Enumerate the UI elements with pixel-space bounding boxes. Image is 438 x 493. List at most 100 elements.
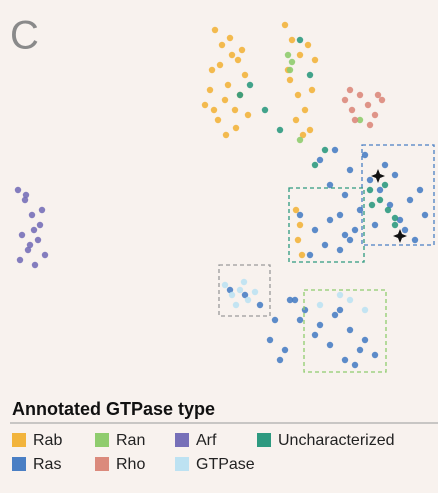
point — [288, 58, 296, 66]
point — [292, 116, 300, 124]
point — [376, 196, 384, 204]
point — [226, 34, 234, 42]
highlight-box — [303, 289, 387, 373]
point — [234, 56, 242, 64]
point — [331, 146, 339, 154]
point — [391, 214, 399, 222]
point — [316, 156, 324, 164]
point — [211, 26, 219, 34]
point — [241, 71, 249, 79]
point — [218, 41, 226, 49]
point — [306, 126, 314, 134]
legend-swatch — [175, 457, 189, 471]
point — [294, 91, 302, 99]
point — [38, 206, 46, 214]
point — [368, 201, 376, 209]
point — [41, 251, 49, 259]
point — [311, 226, 319, 234]
point — [28, 211, 36, 219]
point — [291, 296, 299, 304]
point — [331, 311, 339, 319]
point — [296, 36, 304, 44]
point — [336, 306, 344, 314]
point — [301, 106, 309, 114]
point — [286, 66, 294, 74]
point — [201, 101, 209, 109]
point — [341, 96, 349, 104]
point — [246, 81, 254, 89]
point — [366, 176, 374, 184]
point — [31, 261, 39, 269]
point — [288, 36, 296, 44]
point — [296, 221, 304, 229]
legend-swatch — [95, 433, 109, 447]
point — [311, 56, 319, 64]
point — [276, 356, 284, 364]
legend-swatch — [95, 457, 109, 471]
point — [306, 71, 314, 79]
legend-label: Ras — [33, 456, 61, 473]
point — [286, 76, 294, 84]
point — [361, 151, 369, 159]
highlight-box — [361, 144, 435, 246]
point — [356, 116, 364, 124]
legend-label: GTPase — [196, 456, 255, 473]
point — [244, 111, 252, 119]
point — [384, 206, 392, 214]
point — [346, 236, 354, 244]
point — [284, 51, 292, 59]
point — [346, 326, 354, 334]
legend-label: Ran — [116, 432, 145, 449]
point — [208, 66, 216, 74]
point — [371, 351, 379, 359]
point — [18, 231, 26, 239]
point — [371, 221, 379, 229]
legend-swatch — [175, 433, 189, 447]
point — [421, 211, 429, 219]
point — [16, 256, 24, 264]
point — [366, 186, 374, 194]
point — [378, 96, 386, 104]
point — [301, 306, 309, 314]
point — [321, 241, 329, 249]
point — [416, 186, 424, 194]
panel-label: C — [10, 14, 39, 58]
point — [336, 291, 344, 299]
point — [306, 251, 314, 259]
highlight-box — [288, 187, 365, 263]
point — [224, 81, 232, 89]
point — [371, 111, 379, 119]
point — [346, 166, 354, 174]
point — [304, 41, 312, 49]
point — [351, 116, 359, 124]
point — [361, 306, 369, 314]
point — [391, 221, 399, 229]
point — [216, 61, 224, 69]
legend-swatch — [12, 433, 26, 447]
legend-label: Uncharacterized — [278, 432, 395, 449]
point — [348, 106, 356, 114]
point — [351, 226, 359, 234]
point — [22, 191, 30, 199]
point — [401, 226, 409, 234]
point — [26, 241, 34, 249]
point — [381, 181, 389, 189]
legend-title: Annotated GTPase type — [12, 399, 215, 419]
point — [316, 301, 324, 309]
point — [326, 341, 334, 349]
point — [326, 216, 334, 224]
point — [281, 21, 289, 29]
point — [336, 246, 344, 254]
point — [374, 91, 382, 99]
point — [266, 336, 274, 344]
point — [391, 171, 399, 179]
point — [206, 86, 214, 94]
point — [311, 331, 319, 339]
point — [381, 161, 389, 169]
point — [14, 186, 22, 194]
point — [406, 196, 414, 204]
point — [236, 286, 244, 294]
point — [366, 121, 374, 129]
point — [356, 91, 364, 99]
